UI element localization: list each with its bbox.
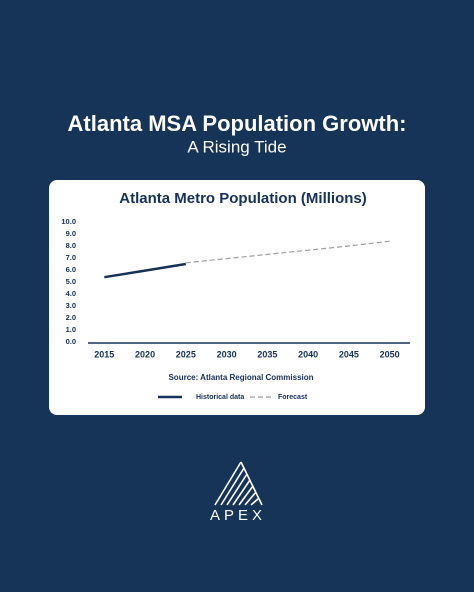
x-tick-label: 2035 — [257, 349, 277, 359]
logo-stroke — [244, 491, 257, 506]
y-tick-label: 4.0 — [66, 289, 76, 298]
y-tick-label: 10.0 — [61, 217, 76, 226]
x-tick-label: 2025 — [176, 349, 196, 359]
logo-icon — [214, 461, 263, 506]
logo-stroke — [220, 467, 245, 506]
y-tick-label: 2.0 — [66, 313, 76, 322]
x-tick-label: 2020 — [135, 349, 155, 359]
legend-label: Historical data — [196, 394, 244, 401]
logo-stroke — [232, 479, 251, 506]
y-tick-label: 9.0 — [66, 229, 76, 238]
series-line — [104, 262, 187, 279]
y-tick-label: 7.0 — [66, 253, 76, 262]
legend-label: Forecast — [278, 394, 308, 401]
x-tick-label: 2030 — [217, 349, 237, 359]
y-tick-label: 0.0 — [66, 337, 76, 346]
y-tick-label: 8.0 — [66, 241, 76, 250]
series-line — [185, 240, 390, 264]
x-tick-label: 2045 — [339, 349, 359, 359]
y-tick-label: 3.0 — [66, 301, 76, 310]
x-tick-label: 2015 — [94, 349, 114, 359]
logo-stroke — [250, 497, 260, 506]
x-tick-label: 2050 — [380, 349, 400, 359]
y-tick-label: 6.0 — [66, 265, 76, 274]
logo-stroke — [226, 473, 248, 506]
subtitle: A Rising Tide — [187, 137, 286, 156]
chart-title: Atlanta Metro Population (Millions) — [119, 190, 367, 207]
chart-card — [49, 180, 425, 415]
x-tick-label: 2040 — [298, 349, 318, 359]
title: Atlanta MSA Population Growth: — [68, 111, 407, 136]
source: Source: Atlanta Regional Commission — [168, 373, 313, 382]
logo-stroke — [214, 461, 242, 506]
y-tick-label: 5.0 — [66, 277, 76, 286]
y-tick-label: 1.0 — [66, 325, 76, 334]
logo-text: APEX — [210, 507, 266, 524]
logo-stroke — [238, 485, 254, 506]
